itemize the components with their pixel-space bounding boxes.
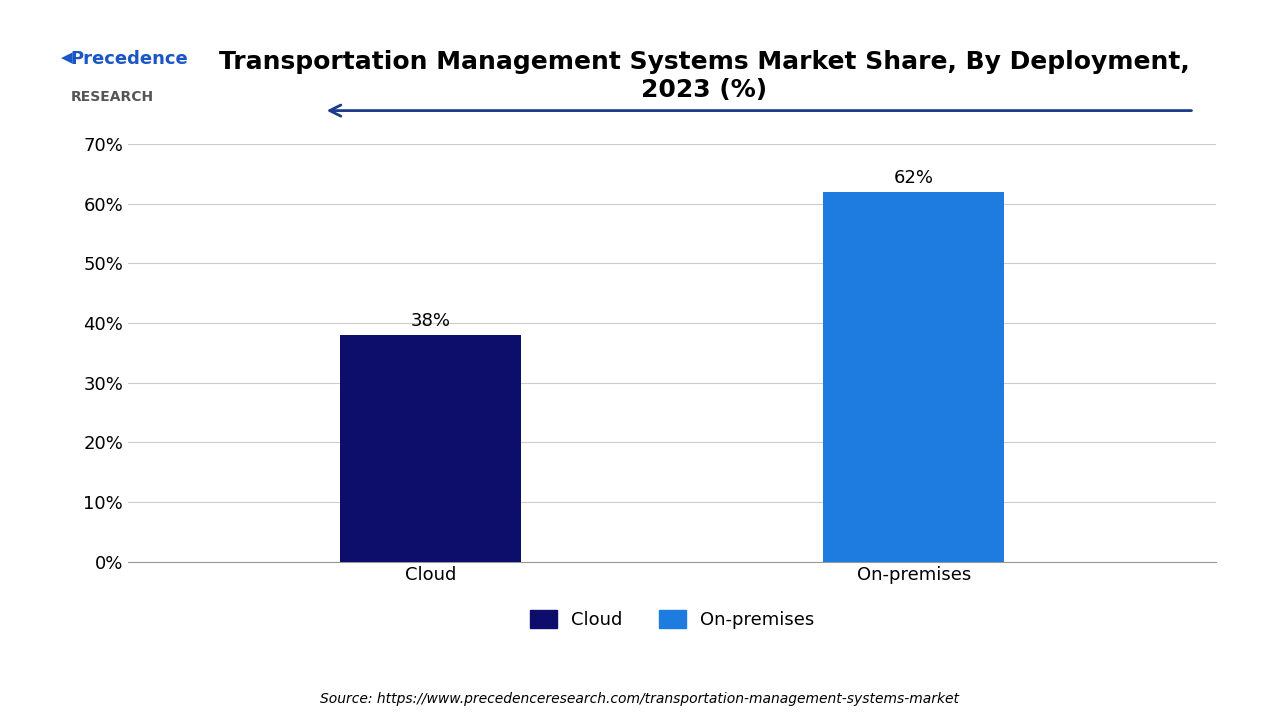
Text: 38%: 38% — [410, 312, 451, 330]
Text: Source: https://www.precedenceresearch.com/transportation-management-systems-mar: Source: https://www.precedenceresearch.c… — [320, 692, 960, 706]
Bar — [823, 192, 1005, 562]
Text: RESEARCH: RESEARCH — [70, 90, 154, 104]
Bar — [339, 335, 521, 562]
Text: 62%: 62% — [893, 169, 934, 187]
Text: Transportation Management Systems Market Share, By Deployment,
2023 (%): Transportation Management Systems Market… — [219, 50, 1189, 102]
Text: ◀: ◀ — [61, 50, 73, 66]
Legend: Cloud, On-premises: Cloud, On-premises — [522, 603, 822, 636]
Text: Precedence: Precedence — [70, 50, 188, 68]
